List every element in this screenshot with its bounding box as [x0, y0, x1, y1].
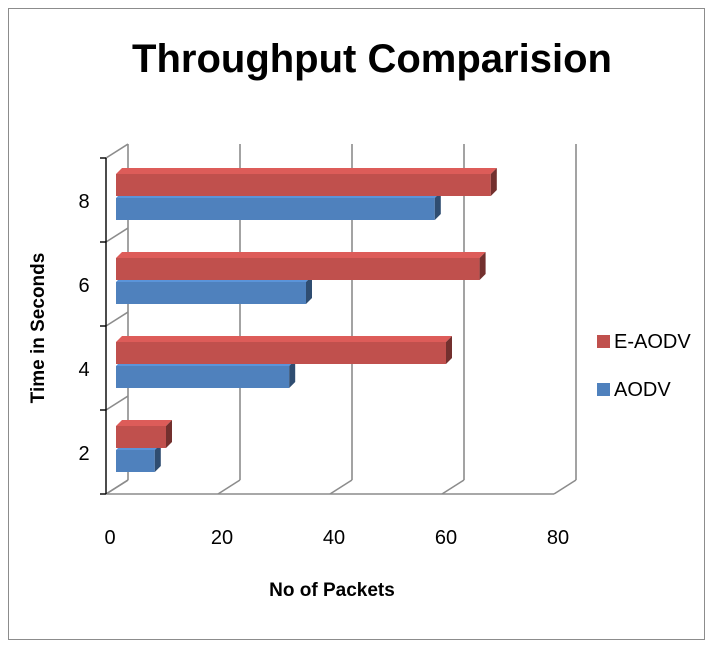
y-tick-label: 6	[78, 275, 89, 297]
floor-gridline	[217, 479, 241, 495]
legend-label-aodv: AODV	[614, 379, 671, 401]
bar-e-aodv-8	[116, 168, 497, 196]
bar-front-face	[116, 174, 491, 196]
x-tick-label: 20	[211, 527, 233, 549]
y-tick-label: 2	[78, 443, 89, 465]
bar-top-face	[116, 420, 172, 426]
side-wall-gridline	[105, 395, 129, 411]
legend: E-AODV AODV	[597, 331, 691, 401]
legend-label-e-aodv: E-AODV	[614, 331, 691, 353]
bar-top-face	[116, 252, 486, 258]
side-wall-gridline	[105, 311, 129, 327]
bar-top-face	[116, 336, 452, 342]
bar-front-face	[116, 426, 166, 448]
bar-end-face	[166, 420, 172, 448]
bar-e-aodv-2	[116, 420, 172, 448]
side-wall-gridline	[105, 143, 129, 159]
bar-aodv-4	[116, 360, 296, 388]
bar-front-face	[116, 282, 306, 304]
x-tick-label: 60	[435, 527, 457, 549]
bar-aodv-6	[116, 276, 312, 304]
x-tick-label: 40	[323, 527, 345, 549]
side-wall-gridline	[105, 227, 129, 243]
bar-top-face	[116, 168, 497, 174]
bar-front-face	[116, 366, 290, 388]
floor-gridline	[329, 479, 353, 495]
bar-end-face	[289, 360, 296, 388]
y-axis-label: Time in Seconds	[28, 253, 49, 404]
bar-end-face	[490, 168, 497, 196]
chart-frame	[8, 8, 705, 640]
bar-front-face	[116, 258, 480, 280]
x-tick-label: 80	[547, 527, 569, 549]
floor-gridline	[553, 479, 577, 495]
x-tick-label: 0	[104, 527, 115, 549]
bar-end-face	[154, 444, 161, 472]
bar-aodv-8	[116, 192, 441, 220]
bar-front-face	[116, 198, 435, 220]
legend-swatch-aodv	[597, 383, 610, 396]
floor-gridline	[441, 479, 465, 495]
bar-front-face	[116, 450, 155, 472]
bar-e-aodv-4	[116, 336, 452, 364]
chart-title: Throughput Comparision	[132, 37, 612, 81]
bar-end-face	[306, 276, 312, 304]
side-wall-gridline	[105, 479, 129, 495]
plot-bars	[116, 168, 497, 472]
bar-end-face	[479, 252, 486, 280]
bar-front-face	[116, 342, 446, 364]
bar-e-aodv-6	[116, 252, 486, 280]
bar-end-face	[446, 336, 452, 364]
x-axis-label: No of Packets	[269, 580, 395, 601]
y-tick-label: 8	[78, 191, 89, 213]
legend-swatch-e-aodv	[597, 335, 610, 348]
bar-end-face	[434, 192, 441, 220]
bar-aodv-2	[116, 444, 161, 472]
y-tick-label: 4	[78, 359, 89, 381]
